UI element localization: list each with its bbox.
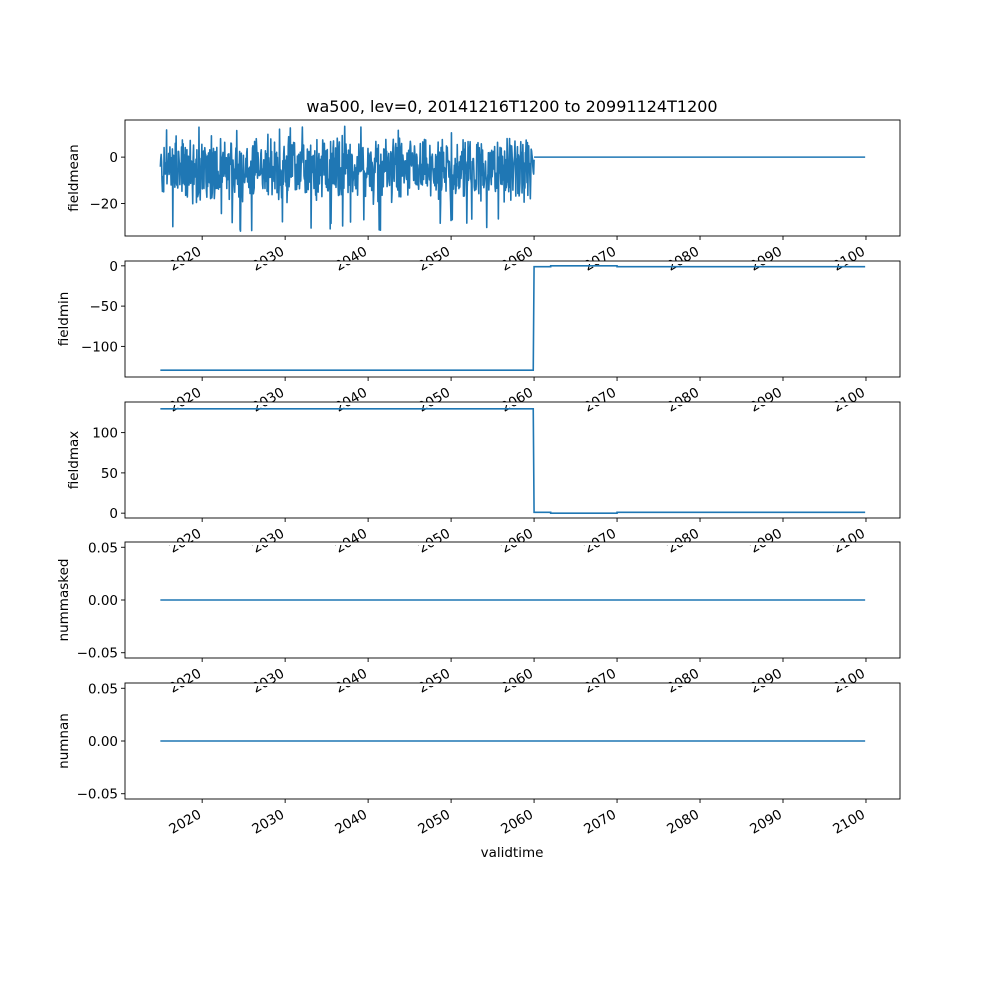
series-line-fieldmin — [160, 265, 866, 371]
y-axis-label-fieldmean: fieldmean — [66, 144, 82, 211]
y-axis-label-fieldmax: fieldmax — [66, 431, 82, 490]
y-axis-label-nummasked: nummasked — [56, 559, 72, 642]
panel-gap-cover-nummasked — [125, 683, 900, 686]
y-tick-label-nummasked: 0.05 — [88, 540, 118, 556]
y-tick-label-fieldmax: 100 — [92, 426, 118, 442]
series-fieldmean — [159, 125, 866, 232]
y-tick-label-fieldmax: 0 — [109, 506, 118, 522]
y-tick-label-fieldmean: 0 — [109, 150, 118, 166]
y-tick-label-numnan: 0.00 — [88, 734, 118, 750]
axes-frame-fieldmax — [124, 401, 901, 519]
series-fieldmax — [160, 408, 866, 514]
y-tick-label-numnan: 0.05 — [88, 681, 118, 697]
series-fieldmin — [160, 265, 866, 371]
y-tick-label-fieldmin: 0 — [109, 259, 118, 275]
y-axis-label-numnan: numnan — [56, 713, 72, 769]
axes-frame-fieldmin — [124, 260, 901, 378]
panel-gap-cover-fieldmax — [125, 542, 900, 545]
y-tick-label-fieldmin: −100 — [81, 339, 118, 355]
series-line-fieldmax — [160, 408, 866, 514]
y-tick-label-fieldmin: −50 — [90, 299, 119, 315]
axes-frame-fieldmean — [124, 119, 901, 237]
chart-title: wa500, lev=0, 20141216T1200 to 20991124T… — [306, 97, 717, 116]
x-axis-label: validtime — [481, 845, 544, 861]
panel-gap-cover-fieldmin — [125, 402, 900, 405]
panel-gap-cover-fieldmean — [125, 261, 900, 264]
y-tick-label-fieldmax: 50 — [101, 466, 118, 482]
y-axis-label-fieldmin: fieldmin — [56, 292, 72, 347]
y-tick-label-fieldmean: −20 — [90, 197, 119, 213]
y-tick-label-numnan: −0.05 — [77, 787, 118, 803]
y-tick-label-nummasked: 0.00 — [88, 593, 118, 609]
y-tick-label-nummasked: −0.05 — [77, 646, 118, 662]
series-line-noise-fieldmean — [159, 125, 535, 232]
